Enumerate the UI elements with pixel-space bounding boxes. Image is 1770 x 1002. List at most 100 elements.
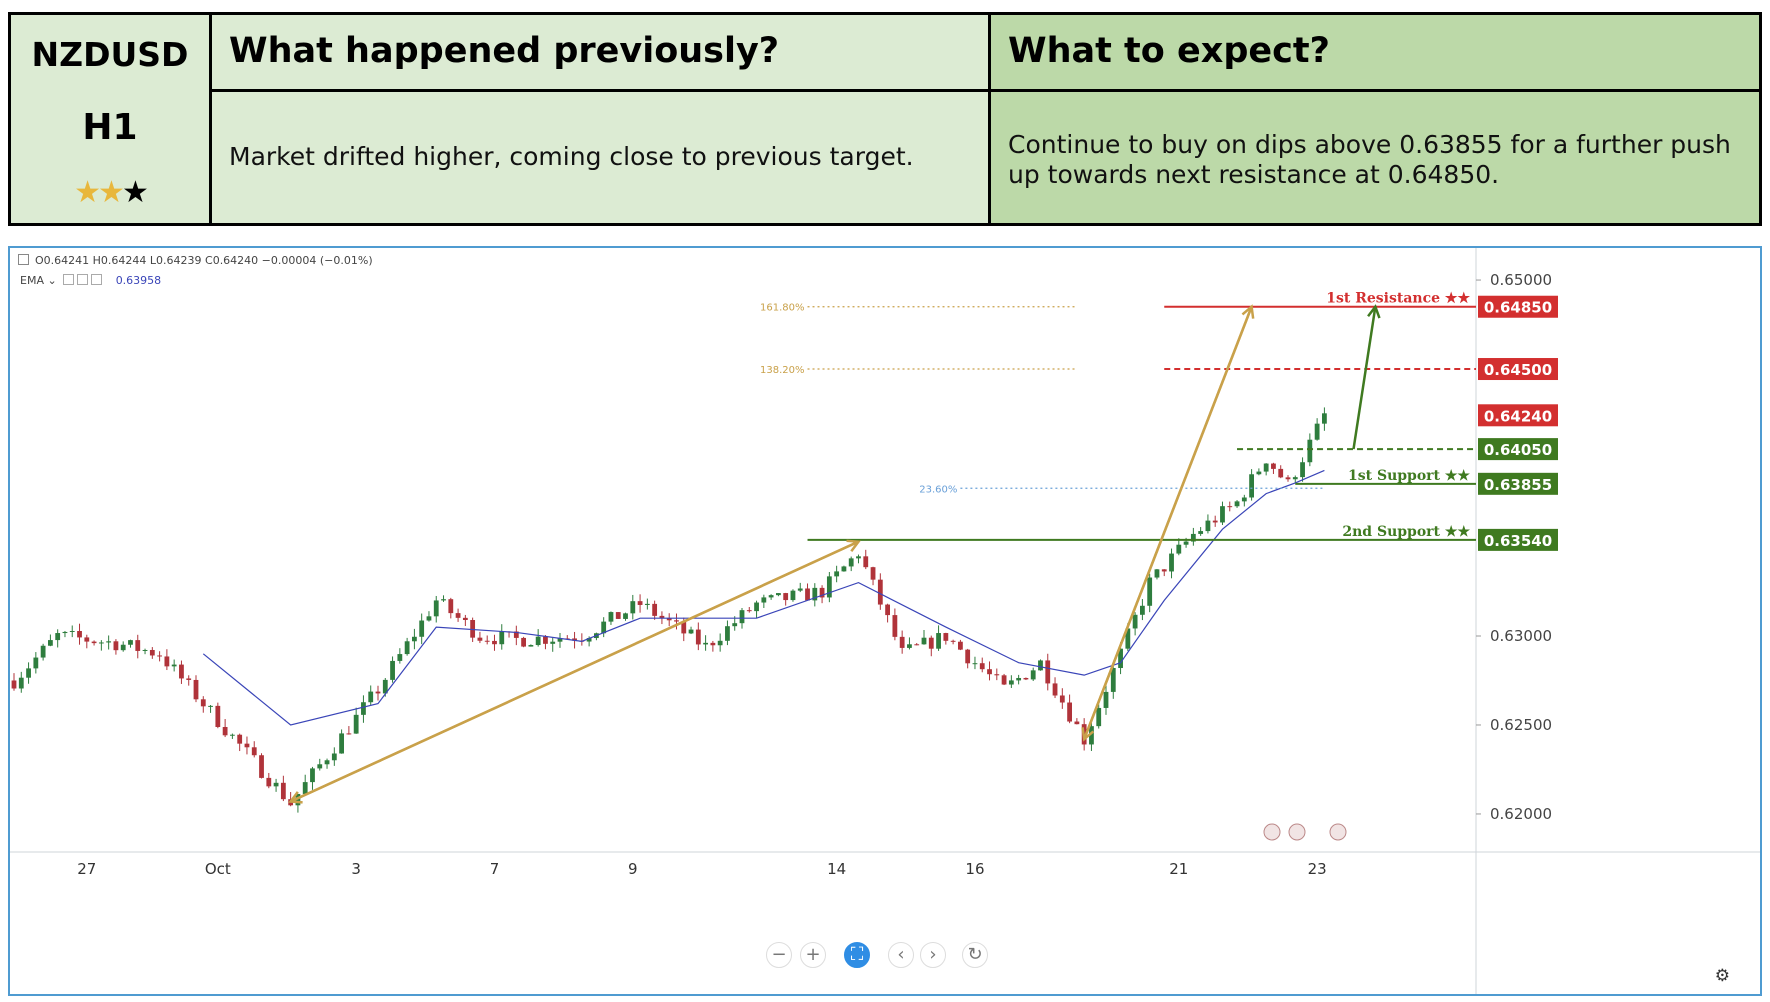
candle-body — [586, 638, 592, 642]
wave-arrow — [290, 540, 860, 803]
ohlc-values: O0.64241 H0.64244 L0.64239 C0.64240 −0.0… — [35, 254, 373, 267]
candle-body — [863, 556, 869, 568]
candle-body — [295, 793, 301, 806]
price-chart[interactable]: 0.65000 0.63000 0.62500 0.62000 27 Oct 3 7 9 14 16… — [10, 248, 1760, 994]
candle-body — [84, 637, 90, 642]
candle-body — [1074, 721, 1080, 725]
candle-body — [943, 633, 949, 641]
candle-body — [987, 669, 992, 675]
candle-body — [470, 620, 476, 638]
candle-body — [856, 556, 861, 559]
fib-level-label: 138.20% — [760, 365, 805, 376]
zoom-out-icon[interactable]: − — [766, 942, 792, 968]
candle-body — [936, 633, 941, 649]
candle-body — [1147, 577, 1153, 606]
candle-body — [1096, 707, 1102, 727]
candle-body — [69, 630, 75, 632]
previous-heading: What happened previously? — [229, 31, 780, 71]
candle-body — [768, 595, 774, 598]
candle-body — [1198, 531, 1204, 534]
candle-body — [426, 616, 432, 621]
candle-body — [1001, 675, 1007, 685]
projection-arrow — [1082, 306, 1253, 740]
candle-body — [994, 674, 1000, 676]
candle-body — [688, 629, 694, 634]
candle-body — [26, 668, 31, 678]
candle-body — [681, 621, 687, 634]
candle-body — [1205, 520, 1211, 532]
candle-body — [462, 617, 468, 621]
candle-body — [1045, 660, 1051, 684]
candle-body — [390, 660, 395, 680]
gear-icon[interactable]: ⚙ — [1714, 966, 1730, 986]
candle-body — [280, 782, 286, 800]
candle-body — [1278, 468, 1284, 478]
candle-body — [826, 576, 832, 598]
time-tick-label: 14 — [827, 860, 846, 878]
candle-body — [659, 615, 665, 619]
star-icon: ★ — [74, 175, 101, 210]
candle-body — [237, 734, 243, 744]
candle-body — [324, 760, 330, 765]
candle-body — [725, 626, 730, 641]
candle-body — [200, 699, 206, 707]
candle-body — [870, 567, 876, 580]
candle-body — [157, 655, 162, 657]
candle-body — [819, 587, 825, 598]
candle-body — [877, 579, 883, 605]
candle-body — [703, 642, 708, 645]
price-badge — [1478, 472, 1558, 495]
expect-header-cell: What to expect? — [991, 15, 1759, 92]
close-icon[interactable] — [91, 274, 103, 285]
chart-panel[interactable]: 0.65000 0.63000 0.62500 0.62000 27 Oct 3 7 9 14 16… — [8, 246, 1762, 996]
candle-body — [1212, 520, 1218, 523]
candle-body — [1256, 471, 1262, 475]
ema-legend[interactable]: EMA ⌄ 0.63958 — [20, 274, 161, 287]
candle-body — [1263, 463, 1269, 472]
candle-body — [215, 705, 221, 727]
price-tick-label: 0.62500 — [1490, 716, 1552, 734]
candle-body — [1154, 569, 1160, 578]
time-tick-label: 23 — [1308, 860, 1327, 878]
candle-body — [928, 637, 934, 649]
reset-icon[interactable]: ↻ — [962, 942, 988, 968]
scroll-right-icon[interactable]: › — [920, 942, 946, 968]
candle-body — [11, 680, 17, 689]
collapse-icon[interactable] — [18, 254, 29, 265]
scroll-left-icon[interactable]: ‹ — [888, 942, 914, 968]
zoom-in-icon[interactable]: + — [800, 942, 826, 968]
candle-body — [572, 638, 577, 641]
candle-body — [1023, 677, 1029, 680]
candle-body — [623, 613, 628, 619]
expect-text: Continue to buy on dips above 0.63855 fo… — [1008, 130, 1731, 189]
price-badge-label: 0.64850 — [1484, 299, 1552, 317]
chart-controls: − + ⛶ ‹ › ↻ — [766, 942, 1022, 976]
settings-icon[interactable] — [77, 274, 89, 285]
candle-body — [1227, 506, 1233, 508]
candle-body — [848, 558, 854, 567]
candle-body — [1234, 501, 1240, 507]
candle-body — [1241, 497, 1247, 502]
candle-body — [644, 603, 650, 605]
candle-body — [754, 602, 759, 612]
candle-body — [382, 679, 388, 694]
previous-text: Market drifted higher, coming close to p… — [229, 142, 914, 171]
price-badge-label: 0.63540 — [1484, 532, 1552, 550]
star-icon: ★ — [98, 175, 125, 210]
candle-body — [979, 663, 985, 670]
candle-body — [477, 637, 483, 641]
candle-body — [513, 631, 519, 638]
candle-body — [921, 637, 927, 645]
candle-body — [317, 764, 323, 769]
candle-body — [266, 777, 272, 787]
ema-label[interactable]: EMA ⌄ — [20, 274, 57, 287]
target-arrow-head — [1367, 304, 1381, 319]
fit-screen-icon[interactable]: ⛶ — [844, 942, 870, 968]
projection-arrow-head — [1081, 727, 1095, 742]
candle-body — [433, 600, 439, 617]
candle-body — [1249, 474, 1254, 498]
candle-body — [244, 743, 250, 748]
eye-icon[interactable] — [63, 274, 75, 285]
candle-body — [776, 593, 781, 596]
candle-body — [739, 610, 745, 624]
